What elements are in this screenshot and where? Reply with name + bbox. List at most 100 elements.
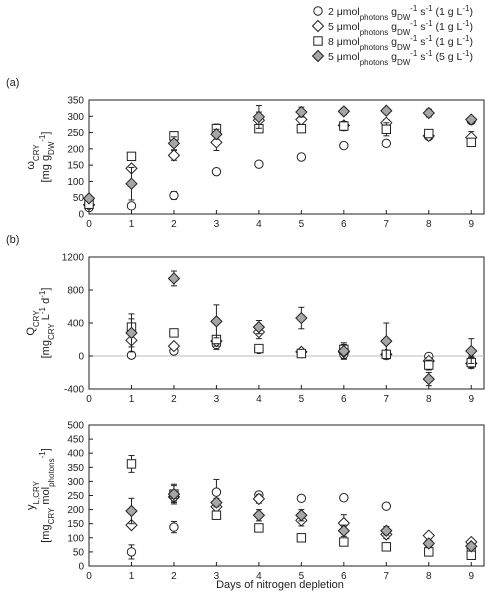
data-point	[422, 372, 435, 386]
data-point	[339, 493, 349, 503]
x-tick-label: 2	[171, 394, 177, 405]
data-point	[381, 124, 392, 135]
data-point	[126, 201, 137, 211]
x-tick-label: 0	[86, 571, 92, 582]
x-tick-label: 5	[299, 219, 305, 230]
y-axis-label: [mg gDW-1]	[38, 132, 56, 183]
data-point	[422, 537, 435, 550]
data-point	[169, 328, 179, 338]
legend-label-1: 2 μmolphotons gDW-1 s-1 (1 g L-1)	[328, 4, 473, 22]
x-tick-label: 9	[468, 219, 474, 230]
y-tick-label: 50	[73, 547, 85, 558]
data-point	[381, 542, 392, 552]
y-tick-label: 300	[67, 112, 84, 123]
data-point	[125, 326, 138, 340]
data-point	[380, 104, 393, 117]
data-point	[296, 493, 307, 504]
data-point	[254, 159, 264, 169]
x-tick-label: 6	[341, 571, 347, 582]
data-point	[167, 272, 181, 285]
data-point	[381, 138, 392, 149]
x-tick-label: 1	[129, 571, 135, 582]
y-tick-label: 350	[67, 463, 84, 474]
data-point	[167, 137, 181, 150]
x-tick-label: 7	[384, 219, 390, 230]
x-tick-label: 3	[214, 571, 220, 582]
data-point	[296, 123, 307, 134]
x-tick-label: 7	[384, 394, 390, 405]
data-point	[82, 192, 96, 205]
x-tick-label: 6	[341, 219, 347, 230]
x-tick-label: 4	[256, 394, 262, 405]
y-tick-label: 500	[67, 421, 84, 432]
data-point	[167, 339, 181, 353]
y-tick-label: 200	[67, 144, 84, 155]
x-tick-label: 2	[171, 571, 177, 582]
data-point	[126, 459, 137, 469]
y-axis-label: ωCRY	[25, 144, 41, 170]
data-point	[295, 311, 308, 325]
data-point	[296, 533, 307, 543]
y-tick-label: 250	[67, 491, 84, 502]
legend-marker-3	[313, 36, 323, 46]
data-point	[126, 547, 137, 557]
y-tick-label: 800	[67, 286, 84, 297]
x-tick-label: 4	[256, 219, 262, 230]
plot-frame	[88, 99, 485, 215]
y-axis-label: yL,CRY	[25, 480, 41, 510]
x-tick-label: 7	[384, 571, 390, 582]
data-point	[125, 504, 138, 518]
x-tick-label: 1	[129, 394, 135, 405]
panel-1: 0 50 100 150 200 250 300 350 0 1 2 3 4 5 6 7 8 9 (a) ωCRY[m…	[6, 77, 485, 230]
data-point	[465, 540, 478, 553]
y-tick-label: 0	[78, 352, 84, 363]
data-point	[210, 315, 223, 328]
y-tick-label: 100	[67, 533, 84, 544]
data-point	[254, 343, 264, 354]
x-tick-label: 5	[299, 394, 305, 405]
data-point	[210, 127, 223, 141]
data-point	[424, 360, 434, 370]
x-tick-label: 0	[86, 219, 92, 230]
data-point	[252, 110, 266, 124]
x-tick-label: 9	[468, 571, 474, 582]
data-point	[211, 487, 222, 497]
data-point	[125, 177, 138, 190]
y-tick-label: 150	[67, 519, 84, 530]
y-tick-label: 150	[67, 161, 84, 172]
data-point	[211, 166, 222, 177]
y-tick-label: -400	[64, 385, 84, 396]
data-point	[422, 106, 435, 120]
data-point	[339, 121, 349, 131]
data-point	[210, 496, 223, 509]
x-tick-label: 2	[171, 219, 177, 230]
data-point	[337, 105, 351, 118]
data-point	[465, 344, 478, 358]
data-point	[296, 152, 307, 162]
legend: 2 μmolphotons gDW-1 s-1 (1 g L-1)5 μmolp…	[311, 4, 473, 67]
data-point	[381, 501, 392, 511]
data-point	[252, 320, 266, 334]
x-tick-label: 4	[256, 571, 262, 582]
y-tick-label: 200	[67, 505, 84, 516]
data-point	[167, 149, 181, 162]
series-grey-diamond	[82, 104, 478, 205]
data-point	[380, 334, 393, 348]
y-tick-label: 0	[78, 562, 84, 573]
y-tick-label: 50	[73, 193, 85, 204]
x-axis-label: Days of nitrogen depletion	[216, 579, 344, 591]
data-point	[465, 113, 478, 126]
x-tick-label: 5	[299, 571, 305, 582]
series-grey-diamond	[125, 485, 478, 553]
panel-label: (a)	[6, 77, 19, 89]
data-point	[210, 136, 223, 149]
data-point	[380, 524, 393, 537]
y-tick-label: 350	[67, 96, 84, 107]
data-point	[126, 151, 137, 162]
x-tick-label: 0	[86, 394, 92, 405]
x-tick-label: 8	[426, 394, 432, 405]
x-tick-label: 8	[426, 571, 432, 582]
data-point	[424, 128, 434, 139]
